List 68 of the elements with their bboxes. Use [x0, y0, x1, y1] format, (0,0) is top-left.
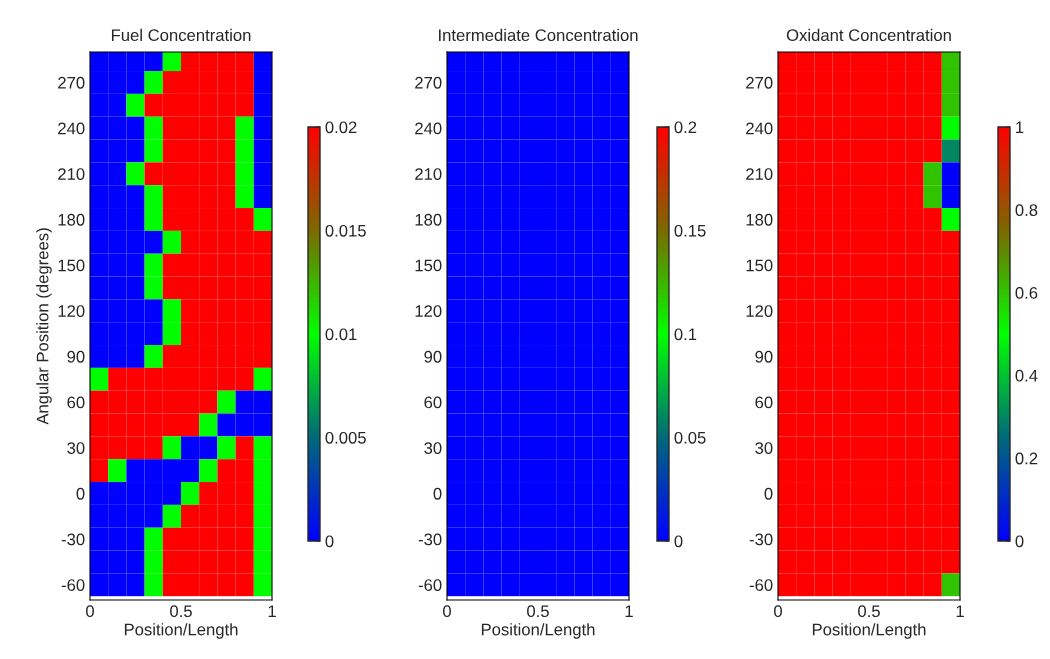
chart-title: Intermediate Concentration	[439, 28, 638, 42]
y-tick-label: 270	[746, 76, 773, 89]
y-tick-label: 150	[58, 259, 85, 272]
color-bar-label: 0.05	[674, 431, 706, 444]
chart-title: Oxidant Concentration	[786, 28, 951, 42]
y-tick-label: 150	[746, 259, 773, 272]
y-tick-label: 210	[415, 168, 442, 180]
color-bar-label: 0.02	[325, 121, 357, 134]
color-bar-label: 0.6	[1015, 287, 1038, 299]
color-bar-label: 0	[325, 535, 334, 548]
color-bar-label: 0.2	[1015, 452, 1038, 465]
x-axis-title: Position/Length	[124, 623, 238, 639]
y-tick-label: 180	[746, 213, 773, 226]
y-tick-label: 0	[764, 487, 773, 500]
y-tick-label: 90	[67, 350, 85, 363]
y-tick-label: 180	[415, 213, 442, 226]
y-tick-label: -60	[61, 579, 85, 591]
x-tick-label: 1	[268, 605, 276, 617]
y-tick-label: 240	[58, 122, 85, 135]
color-bar-label: 0	[674, 535, 683, 548]
x-tick-label: 0.5	[527, 605, 549, 618]
y-tick-label: 90	[755, 350, 773, 363]
y-tick-label: 120	[58, 305, 85, 317]
y-axis-title: Angular Position (degrees)	[36, 228, 52, 425]
y-tick-label: 270	[415, 76, 442, 89]
y-tick-label: -30	[749, 533, 773, 546]
y-tick-label: 0	[433, 487, 442, 500]
color-bar-label: 0.15	[674, 224, 706, 237]
x-axis-title: Position/Length	[812, 623, 926, 639]
y-tick-label: 60	[67, 396, 85, 409]
x-tick-label: 0.5	[858, 605, 880, 618]
y-tick-label: 0	[76, 487, 85, 500]
y-tick-label: -60	[418, 579, 442, 591]
y-tick-label: 240	[415, 122, 442, 135]
y-tick-label: 270	[58, 76, 85, 89]
color-bar-label: 0.4	[1015, 369, 1038, 382]
y-tick-label: 60	[755, 396, 773, 409]
x-tick-label: 0.5	[170, 605, 192, 618]
y-tick-label: 60	[424, 396, 442, 409]
color-bar-label: 0.01	[325, 328, 357, 341]
color-bar-label: 0.005	[325, 431, 366, 444]
x-tick-label: 1	[956, 605, 964, 617]
y-tick-label: 90	[424, 350, 442, 363]
y-tick-label: 30	[67, 442, 85, 454]
y-tick-label: 120	[415, 305, 442, 317]
x-tick-label: 0	[774, 605, 782, 618]
chart-title: Fuel Concentration	[111, 28, 251, 42]
x-tick-label: 0	[443, 605, 451, 618]
y-tick-label: -60	[749, 579, 773, 591]
y-tick-label: 150	[415, 259, 442, 272]
y-tick-label: 210	[58, 168, 85, 180]
color-bar-label: 0.8	[1015, 204, 1038, 216]
color-bar-label: 0.2	[674, 121, 697, 134]
color-bar-label: 0.015	[325, 224, 366, 237]
color-bar-label: 0	[1015, 535, 1024, 548]
x-axis-title: Position/Length	[481, 623, 595, 639]
x-tick-label: 1	[625, 605, 633, 617]
y-tick-label: 120	[746, 305, 773, 317]
color-bar-label: 0.1	[674, 328, 697, 341]
y-tick-label: -30	[418, 533, 442, 546]
y-tick-label: 210	[746, 168, 773, 180]
y-tick-label: -30	[61, 533, 85, 546]
y-tick-label: 30	[424, 442, 442, 454]
y-tick-label: 180	[58, 213, 85, 226]
color-bar-label: 1	[1016, 121, 1024, 134]
y-tick-label: 30	[755, 442, 773, 454]
y-tick-label: 240	[746, 122, 773, 135]
x-tick-label: 0	[86, 605, 94, 618]
